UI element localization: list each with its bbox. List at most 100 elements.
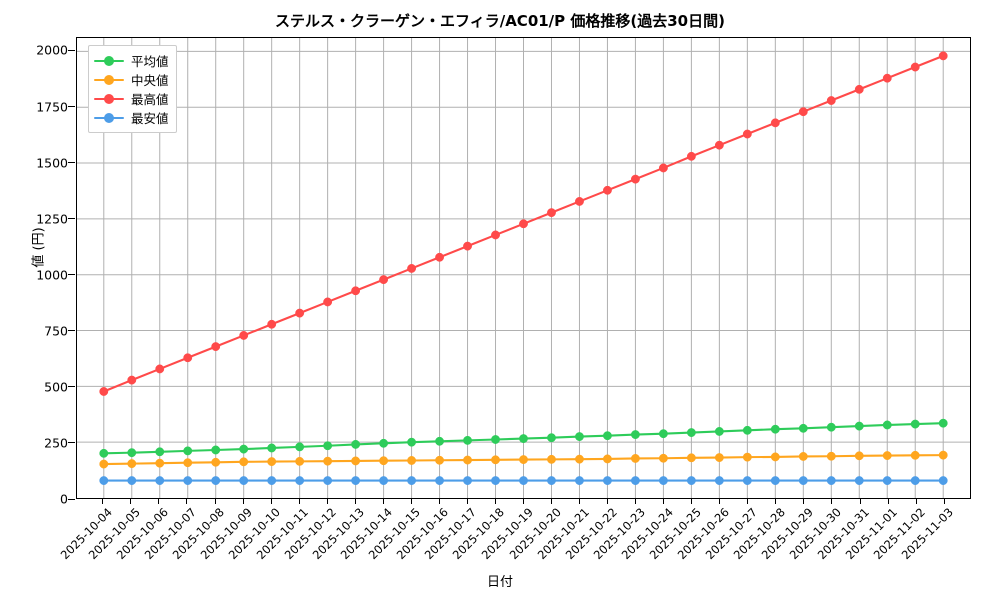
data-point <box>798 476 808 486</box>
data-point <box>575 432 584 442</box>
data-point <box>127 476 137 486</box>
data-point <box>826 451 836 461</box>
y-tick-mark <box>68 386 75 388</box>
x-tick-mark <box>242 499 244 504</box>
data-point <box>630 430 640 440</box>
data-point <box>770 476 780 486</box>
data-point <box>658 453 668 463</box>
x-tick-mark <box>607 499 609 504</box>
data-point <box>575 454 584 464</box>
y-tick-label: 750 <box>44 323 68 339</box>
data-point <box>882 73 892 83</box>
data-point <box>798 423 808 433</box>
x-tick-mark <box>691 499 693 504</box>
data-point <box>99 459 109 469</box>
data-point <box>127 448 137 458</box>
x-tick-mark <box>915 499 917 504</box>
data-point <box>686 476 696 486</box>
data-point <box>826 96 836 105</box>
data-point <box>854 84 864 94</box>
series-4 <box>99 476 948 486</box>
data-point <box>211 476 221 486</box>
data-point <box>575 197 584 206</box>
data-point <box>379 456 389 466</box>
series-2 <box>99 450 948 469</box>
x-tick-mark <box>438 499 440 504</box>
y-tick-label: 2000 <box>36 42 68 58</box>
data-point <box>630 454 640 463</box>
x-tick-mark <box>466 499 468 504</box>
data-point <box>686 453 696 463</box>
data-point <box>323 456 333 466</box>
legend-item-4[interactable]: 最安値 <box>94 108 169 127</box>
legend-item-3[interactable]: 最高値 <box>94 89 169 108</box>
data-point <box>910 62 920 72</box>
data-point <box>379 476 389 486</box>
legend-item-1[interactable]: 平均値 <box>94 51 169 70</box>
y-tick-label: 1000 <box>36 267 68 283</box>
y-tick-label: 1250 <box>36 211 68 227</box>
data-point <box>407 476 417 486</box>
data-point <box>491 455 500 465</box>
data-point <box>770 424 780 434</box>
data-point <box>603 185 612 195</box>
series-3 <box>99 51 948 396</box>
data-point <box>742 476 752 486</box>
x-tick-mark <box>635 499 637 504</box>
x-tick-mark <box>775 499 777 504</box>
data-point <box>351 476 361 486</box>
y-axis-tick-labels: 0 250 500 750 1000 1250 1500 1750 2000 <box>0 37 75 507</box>
y-tick-mark <box>68 498 75 500</box>
data-point <box>742 425 752 435</box>
data-point <box>463 455 472 465</box>
legend-marker-icon <box>94 111 124 125</box>
x-tick-mark <box>747 499 749 504</box>
data-point <box>575 476 584 486</box>
data-point <box>267 457 277 467</box>
data-point <box>463 241 472 251</box>
data-point <box>519 455 528 465</box>
data-point <box>211 457 221 467</box>
data-point <box>491 476 500 486</box>
data-point <box>435 476 444 486</box>
x-tick-mark <box>831 499 833 504</box>
data-point <box>127 375 137 385</box>
data-point <box>491 435 500 444</box>
data-point <box>407 264 417 273</box>
y-tick-label: 0 <box>60 491 68 507</box>
data-point <box>938 51 948 61</box>
data-point <box>798 452 808 461</box>
data-point <box>938 418 948 428</box>
data-point <box>463 476 472 486</box>
data-point <box>910 419 920 429</box>
legend-item-label: 最高値 <box>131 92 169 107</box>
data-point <box>882 420 892 430</box>
data-point <box>99 448 109 458</box>
legend-item-2[interactable]: 中央値 <box>94 70 169 89</box>
data-point <box>938 450 948 460</box>
data-point <box>658 163 668 173</box>
data-point <box>547 454 556 464</box>
data-point <box>295 476 305 486</box>
x-tick-mark <box>158 499 160 504</box>
data-point <box>714 453 724 463</box>
legend-item-label: 中央値 <box>131 73 169 88</box>
data-point <box>407 456 417 465</box>
data-point <box>770 452 780 462</box>
data-point <box>267 443 277 453</box>
x-tick-mark <box>551 499 553 504</box>
data-point <box>491 230 500 240</box>
data-point <box>798 107 808 117</box>
data-point <box>463 435 472 445</box>
data-point <box>323 297 333 307</box>
x-tick-mark <box>102 499 104 504</box>
data-point <box>183 446 193 456</box>
data-point <box>882 476 892 486</box>
data-point <box>770 118 780 128</box>
data-point <box>435 252 444 262</box>
plot-area <box>76 37 971 499</box>
data-point <box>435 455 444 465</box>
data-point <box>547 476 556 486</box>
data-point <box>267 476 277 486</box>
